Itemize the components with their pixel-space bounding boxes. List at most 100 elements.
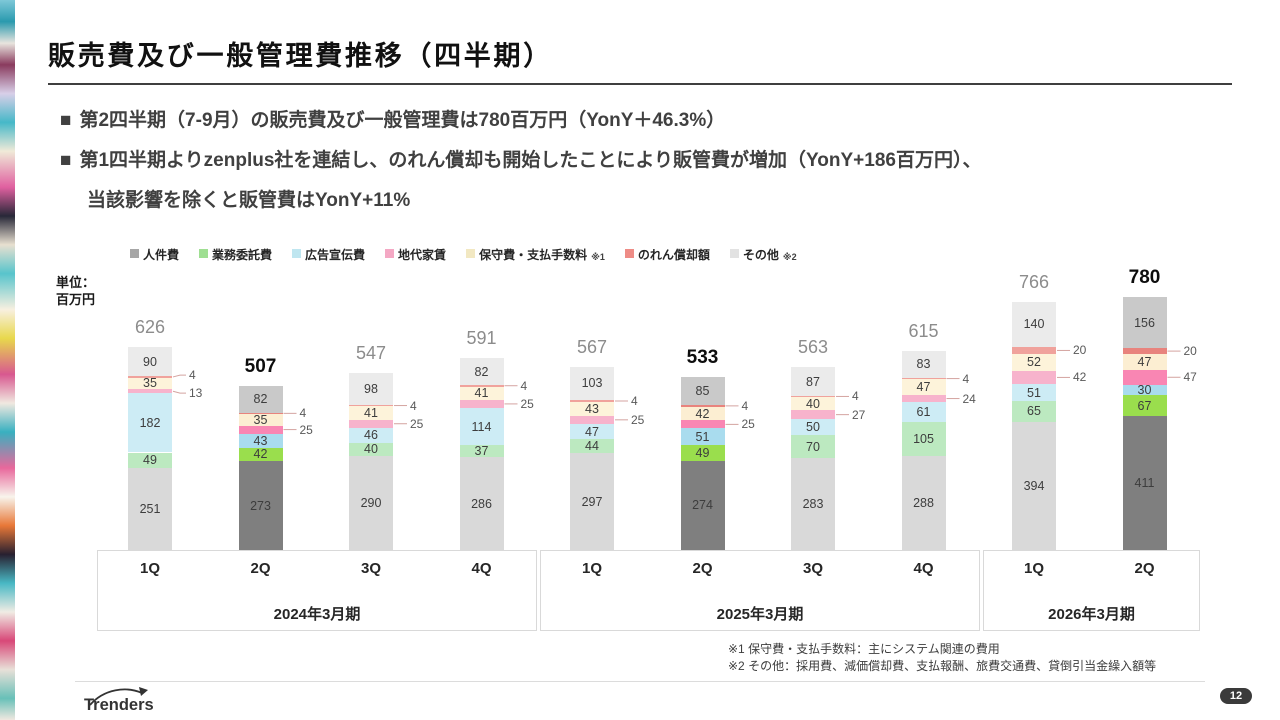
bar-segment-のれん償却額 (459, 384, 504, 387)
unit-label-line2: 百万円 (56, 292, 96, 307)
footnote-1: ※1 保守費・支払手数料：主にシステム関連の費用 (728, 642, 1000, 656)
segment-value-label: 273 (250, 498, 271, 513)
bar-segment-広告宣伝費 (459, 407, 504, 446)
legend-item-7: その他 ※2 (729, 246, 797, 263)
bar-total-label: 591 (466, 328, 497, 349)
bar-total-label: 507 (244, 355, 277, 377)
segment-value-label: 297 (581, 494, 603, 509)
bar-segment-広告宣伝費 (680, 428, 725, 445)
segment-value-label: 47 (585, 424, 599, 439)
bar-segment-のれん償却額 (238, 412, 283, 415)
segment-value-label: 105 (913, 432, 934, 447)
bar-segment-地代家賃 (680, 420, 725, 429)
logo-text: Trenders (84, 696, 154, 714)
unit-label: 単位： 百万円 (56, 274, 95, 308)
bar-segment-のれん償却額 (791, 395, 835, 398)
callout-value-label: 25 (741, 417, 755, 432)
segment-value-label: 411 (1134, 476, 1155, 491)
logo-arrow-arc (89, 688, 143, 706)
legend-label: 地代家賃 (398, 248, 447, 262)
legend-label: その他 (742, 248, 779, 262)
callout-value-label: 25 (299, 422, 313, 437)
callout-value-label: 4 (520, 378, 528, 393)
segment-value-label: 83 (916, 357, 931, 372)
page-number-badge: 12 (1220, 688, 1252, 704)
callout-value-label: 20 (1073, 343, 1087, 358)
trenders-logo-graphic: Trenders (84, 687, 154, 714)
segment-value-label: 394 (1023, 478, 1045, 493)
bar-segment-その他 (238, 385, 283, 413)
segment-value-label: 41 (364, 406, 378, 420)
bullet-2-continuation: 当該影響を除くと販管費はYonY+11% (60, 181, 1230, 221)
bar-segment-保守費・支払手数料 (901, 379, 946, 395)
segment-value-label: 288 (913, 496, 934, 511)
bar-total-label: 780 (1128, 267, 1161, 289)
bar-segment-地代家賃 (1122, 369, 1167, 385)
quarter-label: 3Q (360, 560, 381, 577)
segment-value-label: 52 (1027, 355, 1041, 370)
segment-value-label: 40 (364, 442, 378, 457)
footnote-2: ※2 その他：採用費、減価償却費、支払報酬、旅費交通費、貸倒引当金繰入額等 (728, 659, 1157, 673)
segment-value-label: 82 (474, 364, 489, 379)
bar-segment-人件費 (680, 460, 725, 550)
segment-value-label: 40 (806, 396, 820, 411)
callout-value-label: 42 (1073, 370, 1087, 385)
bar-segment-のれん償却額 (349, 404, 393, 407)
unit-label-line1: 単位： (56, 275, 96, 290)
callout-value-label: 27 (852, 407, 866, 422)
bullet-2: ■ 第1四半期よりzenplus社を連結し、のれん償却も開始したことにより販管費が… (60, 141, 1230, 181)
title-divider (48, 83, 1232, 85)
bullet-1: ■ 第2四半期（7-9月）の販売費及び一般管理費は780百万円（YonY＋46.3… (60, 101, 1230, 141)
bar-segment-人件費 (901, 456, 946, 550)
bar-segment-その他 (680, 377, 725, 406)
segment-value-label: 286 (471, 496, 492, 511)
segment-value-label: 290 (360, 495, 382, 510)
bar-segment-広告宣伝費 (1012, 384, 1056, 401)
bullet-2-text: 第1四半期よりzenplus社を連結し、のれん償却も開始したことにより販管費が増… (79, 150, 982, 171)
bar-segment-のれん償却額 (1012, 347, 1056, 354)
bar-total-label: 563 (797, 337, 829, 358)
bar-total-label: 533 (686, 347, 719, 369)
fiscal-year-label: 2024年3月期 (273, 606, 361, 623)
segment-value-label: 82 (253, 392, 268, 407)
callout-value-label: 4 (962, 371, 970, 386)
segment-value-label: 43 (585, 401, 599, 416)
bar-segment-人件費 (349, 455, 393, 550)
bar-segment-保守費・支払手数料 (570, 401, 614, 416)
footnotes: ※1 保守費・支払手数料：主にシステム関連の費用 ※2 その他：採用費、減価償却… (728, 641, 1156, 675)
bar-segment-業務委託費 (128, 452, 172, 469)
quarter-label: 1Q (139, 560, 160, 577)
segment-value-label: 140 (1023, 317, 1045, 332)
bar-segment-その他 (1122, 297, 1167, 348)
legend-swatch-icon (624, 249, 634, 258)
bar-segment-人件費 (238, 461, 283, 550)
callout-value-label: 47 (1183, 370, 1197, 385)
legend-item-5: 保守費・支払手数料 ※1 (466, 246, 605, 263)
bar-segment-地代家賃 (791, 410, 835, 420)
bar-segment-のれん償却額 (128, 376, 172, 378)
bar-segment-業務委託費 (1012, 400, 1056, 422)
segment-value-label: 70 (806, 439, 820, 454)
bar-segment-業務委託費 (349, 442, 393, 456)
segment-value-label: 61 (916, 405, 931, 420)
callout-value-label: 4 (299, 406, 307, 421)
quarter-label: 1Q (1023, 560, 1044, 577)
bar-segment-その他 (459, 358, 504, 385)
segment-value-label: 35 (143, 376, 157, 391)
segment-value-label: 274 (692, 498, 713, 513)
footer-divider (75, 681, 1205, 682)
axis-group-box (97, 550, 537, 631)
bar-total-label: 766 (1018, 271, 1050, 292)
legend-swatch-icon (385, 249, 395, 258)
segment-value-label: 43 (253, 433, 268, 448)
callout-value-label: 4 (189, 368, 196, 383)
bar-segment-保守費・支払手数料 (459, 386, 504, 400)
segment-value-label: 103 (581, 376, 603, 391)
bar-segment-その他 (349, 372, 393, 405)
logo-arrowhead (139, 687, 148, 696)
quarter-label: 2Q (1134, 560, 1155, 577)
bar-segment-人件費 (791, 458, 835, 550)
bar-segment-業務委託費 (570, 439, 614, 454)
bar-segment-地代家賃 (459, 399, 504, 408)
axis-group-box (983, 550, 1200, 631)
